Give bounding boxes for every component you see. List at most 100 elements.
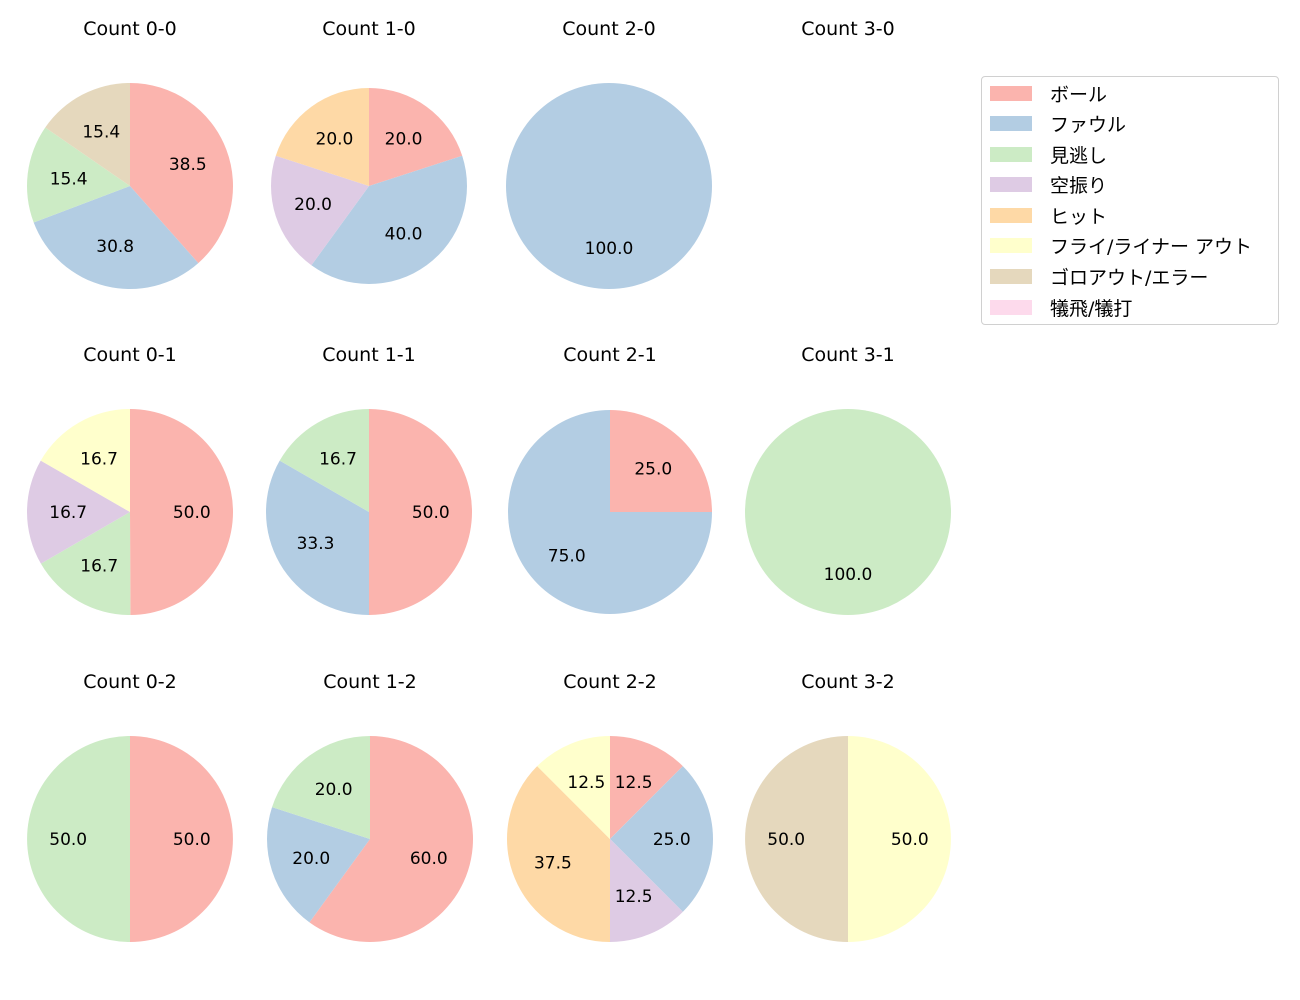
legend-item-sacrifice: 犠飛/犠打 [990,294,1132,320]
slice-value-label: 100.0 [585,239,634,259]
pie-count-1-2: Count 1-2 60.0 20.0 20.0 [267,671,474,943]
pie-slice [272,736,370,839]
legend-label: ファウル [1050,113,1127,136]
slice-value-label: 12.5 [615,773,653,793]
legend-swatch-sacrifice [990,299,1032,315]
pie-title: Count 2-2 [563,671,657,693]
slice-value-label: 20.0 [385,129,423,149]
pie-slice [537,736,610,839]
pie-count-1-1: Count 1-1 50.0 33.3 16.7 [265,344,472,615]
slice-value-label: 16.7 [80,557,118,577]
pie-title: Count 3-1 [801,344,895,366]
slice-value-label: 50.0 [767,830,805,850]
pie-count-2-1: Count 2-1 25.0 75.0 [508,344,712,614]
slice-value-label: 50.0 [412,503,450,523]
pie-count-3-0: Count 3-0 [801,18,895,40]
legend-swatch-grounder-error [990,268,1032,284]
legend-label: ヒット [1050,205,1108,228]
chart-legend: ボール ファウル 見逃し 空振り ヒット フライ/ライナー アウト ゴロアウト/… [981,76,1279,325]
slice-value-label: 60.0 [410,849,448,869]
legend-item-grounder-error: ゴロアウト/エラー [990,263,1208,289]
legend-item-hit: ヒット [990,202,1107,228]
pie-slice [745,736,848,942]
slice-value-label: 16.7 [49,503,87,523]
pie-slice [27,127,130,223]
slice-value-label: 16.7 [319,450,357,470]
pie-slice [26,460,130,564]
slice-value-label: 20.0 [294,195,332,215]
slice-value-label: 75.0 [548,546,586,566]
pie-slice [745,409,951,615]
pie-slice [279,409,369,512]
pie-slice [275,88,369,186]
pie-slice [130,736,233,942]
legend-item-foul: ファウル [990,110,1126,136]
legend-label: ボール [1050,83,1108,106]
legend-item-fly-liner-out: フライ/ライナー アウト [990,232,1252,258]
legend-item-ball: ボール [990,80,1107,106]
pie-slice [267,807,370,923]
slice-value-label: 50.0 [173,503,211,523]
pie-count-2-0: Count 2-0 100.0 [506,18,712,289]
slice-value-label: 33.3 [297,534,335,554]
legend-swatch-fly-liner-out [990,237,1032,253]
legend-label: 見逃し [1050,144,1108,167]
pie-slice [130,409,234,615]
pie-slice [309,736,474,943]
slice-value-label: 37.5 [534,854,572,874]
pie-slice [40,409,130,512]
slice-value-label: 50.0 [173,830,211,850]
slice-value-label: 50.0 [891,830,929,850]
slice-value-label: 15.4 [82,122,120,142]
slice-value-label: 50.0 [49,830,87,850]
pie-slice [271,155,369,266]
pie-slice [507,766,610,942]
slice-value-label: 100.0 [824,565,873,585]
pie-title: Count 2-1 [563,344,657,366]
legend-label: フライ/ライナー アウト [1050,235,1253,258]
pie-title: Count 3-2 [801,671,895,693]
legend-label: ゴロアウト/エラー [1050,266,1209,289]
pie-slice [130,83,233,264]
pie-slice [610,736,683,839]
slice-value-label: 12.5 [615,887,653,907]
pie-slice [45,83,130,186]
legend-swatch-foul [990,115,1032,131]
pie-slice [610,766,713,912]
pie-slice [506,83,712,289]
pie-slice [33,186,199,290]
slice-value-label: 25.0 [653,830,691,850]
legend-swatch-swinging-strike [990,176,1032,192]
pie-count-1-0: Count 1-0 20.0 40.0 20.0 20.0 [271,18,467,285]
slice-value-label: 12.5 [567,773,605,793]
pie-title: Count 1-1 [322,344,416,366]
slice-value-label: 20.0 [316,129,354,149]
slice-value-label: 20.0 [315,780,353,800]
legend-swatch-called-strike [990,146,1032,162]
pie-title: Count 0-0 [83,18,177,40]
pie-count-2-2: Count 2-2 12.5 25.0 12.5 37.5 12.5 [507,671,713,942]
pie-count-3-1: Count 3-1 100.0 [745,344,951,615]
pie-title: Count 0-1 [83,344,177,366]
pie-slice [610,839,683,942]
pie-slice [610,410,712,512]
pie-title: Count 2-0 [562,18,656,40]
pie-count-0-1: Count 0-1 50.0 16.7 16.7 16.7 [26,344,234,615]
pie-title: Count 3-0 [801,18,895,40]
slice-value-label: 15.4 [50,170,88,190]
pie-slice [40,512,131,615]
slice-value-label: 25.0 [634,460,672,480]
pie-slice [311,155,467,285]
pie-slice [265,460,369,615]
pie-title: Count 0-2 [83,671,177,693]
pie-count-0-2: Count 0-2 50.0 50.0 [27,671,233,942]
pie-slice [848,736,951,942]
legend-swatch-hit [990,207,1032,223]
pie-count-0-0: Count 0-0 38.5 30.8 15.4 15.4 [27,18,233,290]
pie-title: Count 1-0 [322,18,416,40]
pie-slice [369,409,472,615]
legend-label: 空振り [1050,174,1108,197]
pie-count-3-2: Count 3-2 50.0 50.0 [745,671,951,942]
slice-value-label: 16.7 [80,449,118,469]
